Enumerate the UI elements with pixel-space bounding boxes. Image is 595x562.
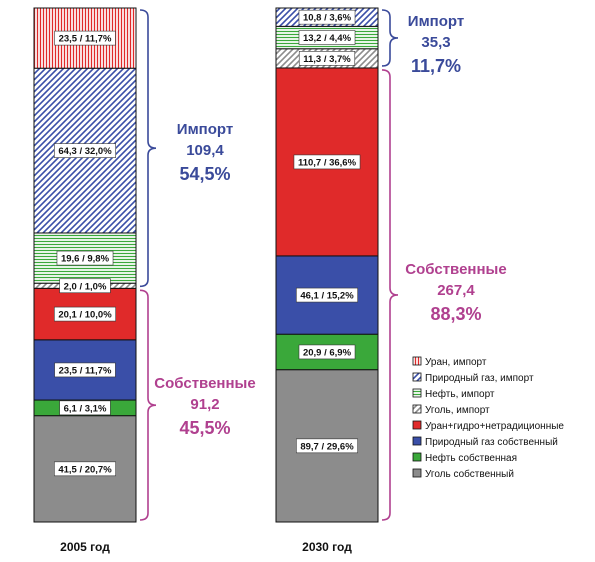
category-labels: 2005 год 2030 год: [60, 540, 352, 554]
svg-text:20,9 / 6,9%: 20,9 / 6,9%: [303, 347, 352, 358]
segment-label-0-5: 19,6 / 9,8%: [56, 250, 114, 266]
legend-label: Уран, импорт: [425, 357, 487, 368]
legend-item-нефть-импорт: Нефть, импорт: [412, 388, 495, 400]
legend-label: Нефть, импорт: [425, 388, 495, 400]
segment-label-0-0: 41,5 / 20,7%: [54, 461, 116, 477]
legend-item-природный-газ-собственный: Природный газ собственный: [412, 436, 558, 448]
category-label-1: 2030 год: [302, 540, 352, 554]
annotation-own-0-percent: 45,5%: [179, 418, 230, 438]
svg-text:13,2 / 4,4%: 13,2 / 4,4%: [303, 33, 352, 44]
brace-1-import: [381, 9, 399, 67]
svg-text:64,3 / 32,0%: 64,3 / 32,0%: [58, 146, 112, 157]
brace-0-own: [139, 289, 157, 521]
segment-label-1-0: 89,7 / 29,6%: [296, 438, 358, 454]
legend-swatch: [412, 372, 422, 382]
annotation-import-1-title: Импорт: [408, 13, 464, 30]
legend-swatch: [412, 356, 422, 366]
legend-item-уран-гидро-нетрадиционные: Уран+гидро+нетрадиционные: [412, 420, 564, 432]
segment-label-0-1: 6,1 / 3,1%: [59, 400, 111, 416]
svg-text:10,8 / 3,6%: 10,8 / 3,6%: [303, 13, 352, 24]
legend-label: Уран+гидро+нетрадиционные: [425, 421, 564, 432]
legend-item-уголь-собственный: Уголь собственный: [412, 468, 514, 480]
legend-item-природный-газ-импорт: Природный газ, импорт: [412, 372, 534, 384]
segment-label-0-6: 64,3 / 32,0%: [54, 143, 116, 158]
annotation-import-0-title: Импорт: [177, 121, 233, 138]
annotation-import-0-value: 109,4: [186, 142, 224, 159]
svg-text:19,6 / 9,8%: 19,6 / 9,8%: [61, 254, 110, 265]
annotation-import-1-value: 35,3: [421, 34, 450, 51]
annotation-own-1-title: Собственные: [405, 261, 506, 278]
segment-label-0-3: 20,1 / 10,0%: [54, 306, 116, 322]
brace-1-own: [381, 69, 399, 521]
svg-text:11,3 / 3,7%: 11,3 / 3,7%: [303, 54, 351, 65]
annotation-import-1-percent: 11,7%: [411, 56, 461, 76]
legend-item-уголь-импорт: Уголь, импорт: [412, 404, 490, 416]
segment-label-1-6: 10,8 / 3,6%: [298, 9, 356, 25]
svg-text:23,5 / 11,7%: 23,5 / 11,7%: [59, 34, 112, 45]
legend-label: Уголь, импорт: [425, 405, 490, 416]
svg-text:2,0 / 1,0%: 2,0 / 1,0%: [64, 281, 107, 292]
legend-label: Нефть собственная: [425, 452, 517, 464]
legend-item-уран-импорт: Уран, импорт: [412, 356, 487, 368]
segment-label-0-7: 23,5 / 11,7%: [54, 30, 116, 46]
legend-swatch: [412, 436, 422, 446]
svg-text:6,1 / 3,1%: 6,1 / 3,1%: [64, 403, 107, 414]
svg-text:110,7 / 36,6%: 110,7 / 36,6%: [298, 157, 357, 168]
svg-text:23,5 / 11,7%: 23,5 / 11,7%: [59, 365, 112, 376]
legend-item-нефть-собственная: Нефть собственная: [412, 452, 517, 464]
segment-label-0-4: 2,0 / 1,0%: [59, 278, 111, 294]
annotation-own-0-title: Собственные: [154, 375, 255, 392]
legend-label: Природный газ собственный: [425, 436, 558, 448]
bar-segment-0-уран-импорт: [33, 7, 137, 69]
annotation-own-1-percent: 88,3%: [430, 304, 481, 324]
legend-swatch: [412, 420, 422, 430]
legend-label: Уголь собственный: [425, 468, 514, 480]
svg-text:20,1 / 10,0%: 20,1 / 10,0%: [58, 310, 112, 321]
segment-label-1-3: 110,7 / 36,6%: [293, 154, 361, 170]
svg-text:41,5 / 20,7%: 41,5 / 20,7%: [58, 464, 112, 475]
category-label-0: 2005 год: [60, 540, 110, 554]
legend-swatch: [412, 468, 422, 478]
segment-labels-layer: 41,5 / 20,7% 6,1 / 3,1% 23,5 / 11,7% 20,1 /…: [54, 9, 361, 477]
legend: Уран, импорт Природный газ, импорт Нефть, …: [412, 356, 564, 480]
annotation-own-0-value: 91,2: [190, 396, 219, 413]
legend-swatch: [412, 452, 422, 462]
annotation-import-0-percent: 54,5%: [179, 164, 230, 184]
svg-text:89,7 / 29,6%: 89,7 / 29,6%: [300, 441, 354, 452]
segment-label-0-2: 23,5 / 11,7%: [54, 362, 116, 378]
annotations-layer: Импорт 109,4 54,5% Собственные 91,2 45,5% Импо…: [139, 9, 507, 521]
annotation-own-1-value: 267,4: [437, 282, 475, 299]
segment-label-1-2: 46,1 / 15,2%: [296, 287, 358, 303]
segment-label-1-5: 13,2 / 4,4%: [298, 30, 356, 45]
legend-label: Природный газ, импорт: [425, 373, 534, 384]
brace-0-import: [139, 9, 157, 288]
legend-swatch: [412, 388, 422, 398]
svg-text:46,1 / 15,2%: 46,1 / 15,2%: [300, 291, 354, 302]
segment-label-1-1: 20,9 / 6,9%: [298, 344, 356, 360]
legend-swatch: [412, 404, 422, 414]
segment-label-1-4: 11,3 / 3,7%: [298, 51, 356, 66]
